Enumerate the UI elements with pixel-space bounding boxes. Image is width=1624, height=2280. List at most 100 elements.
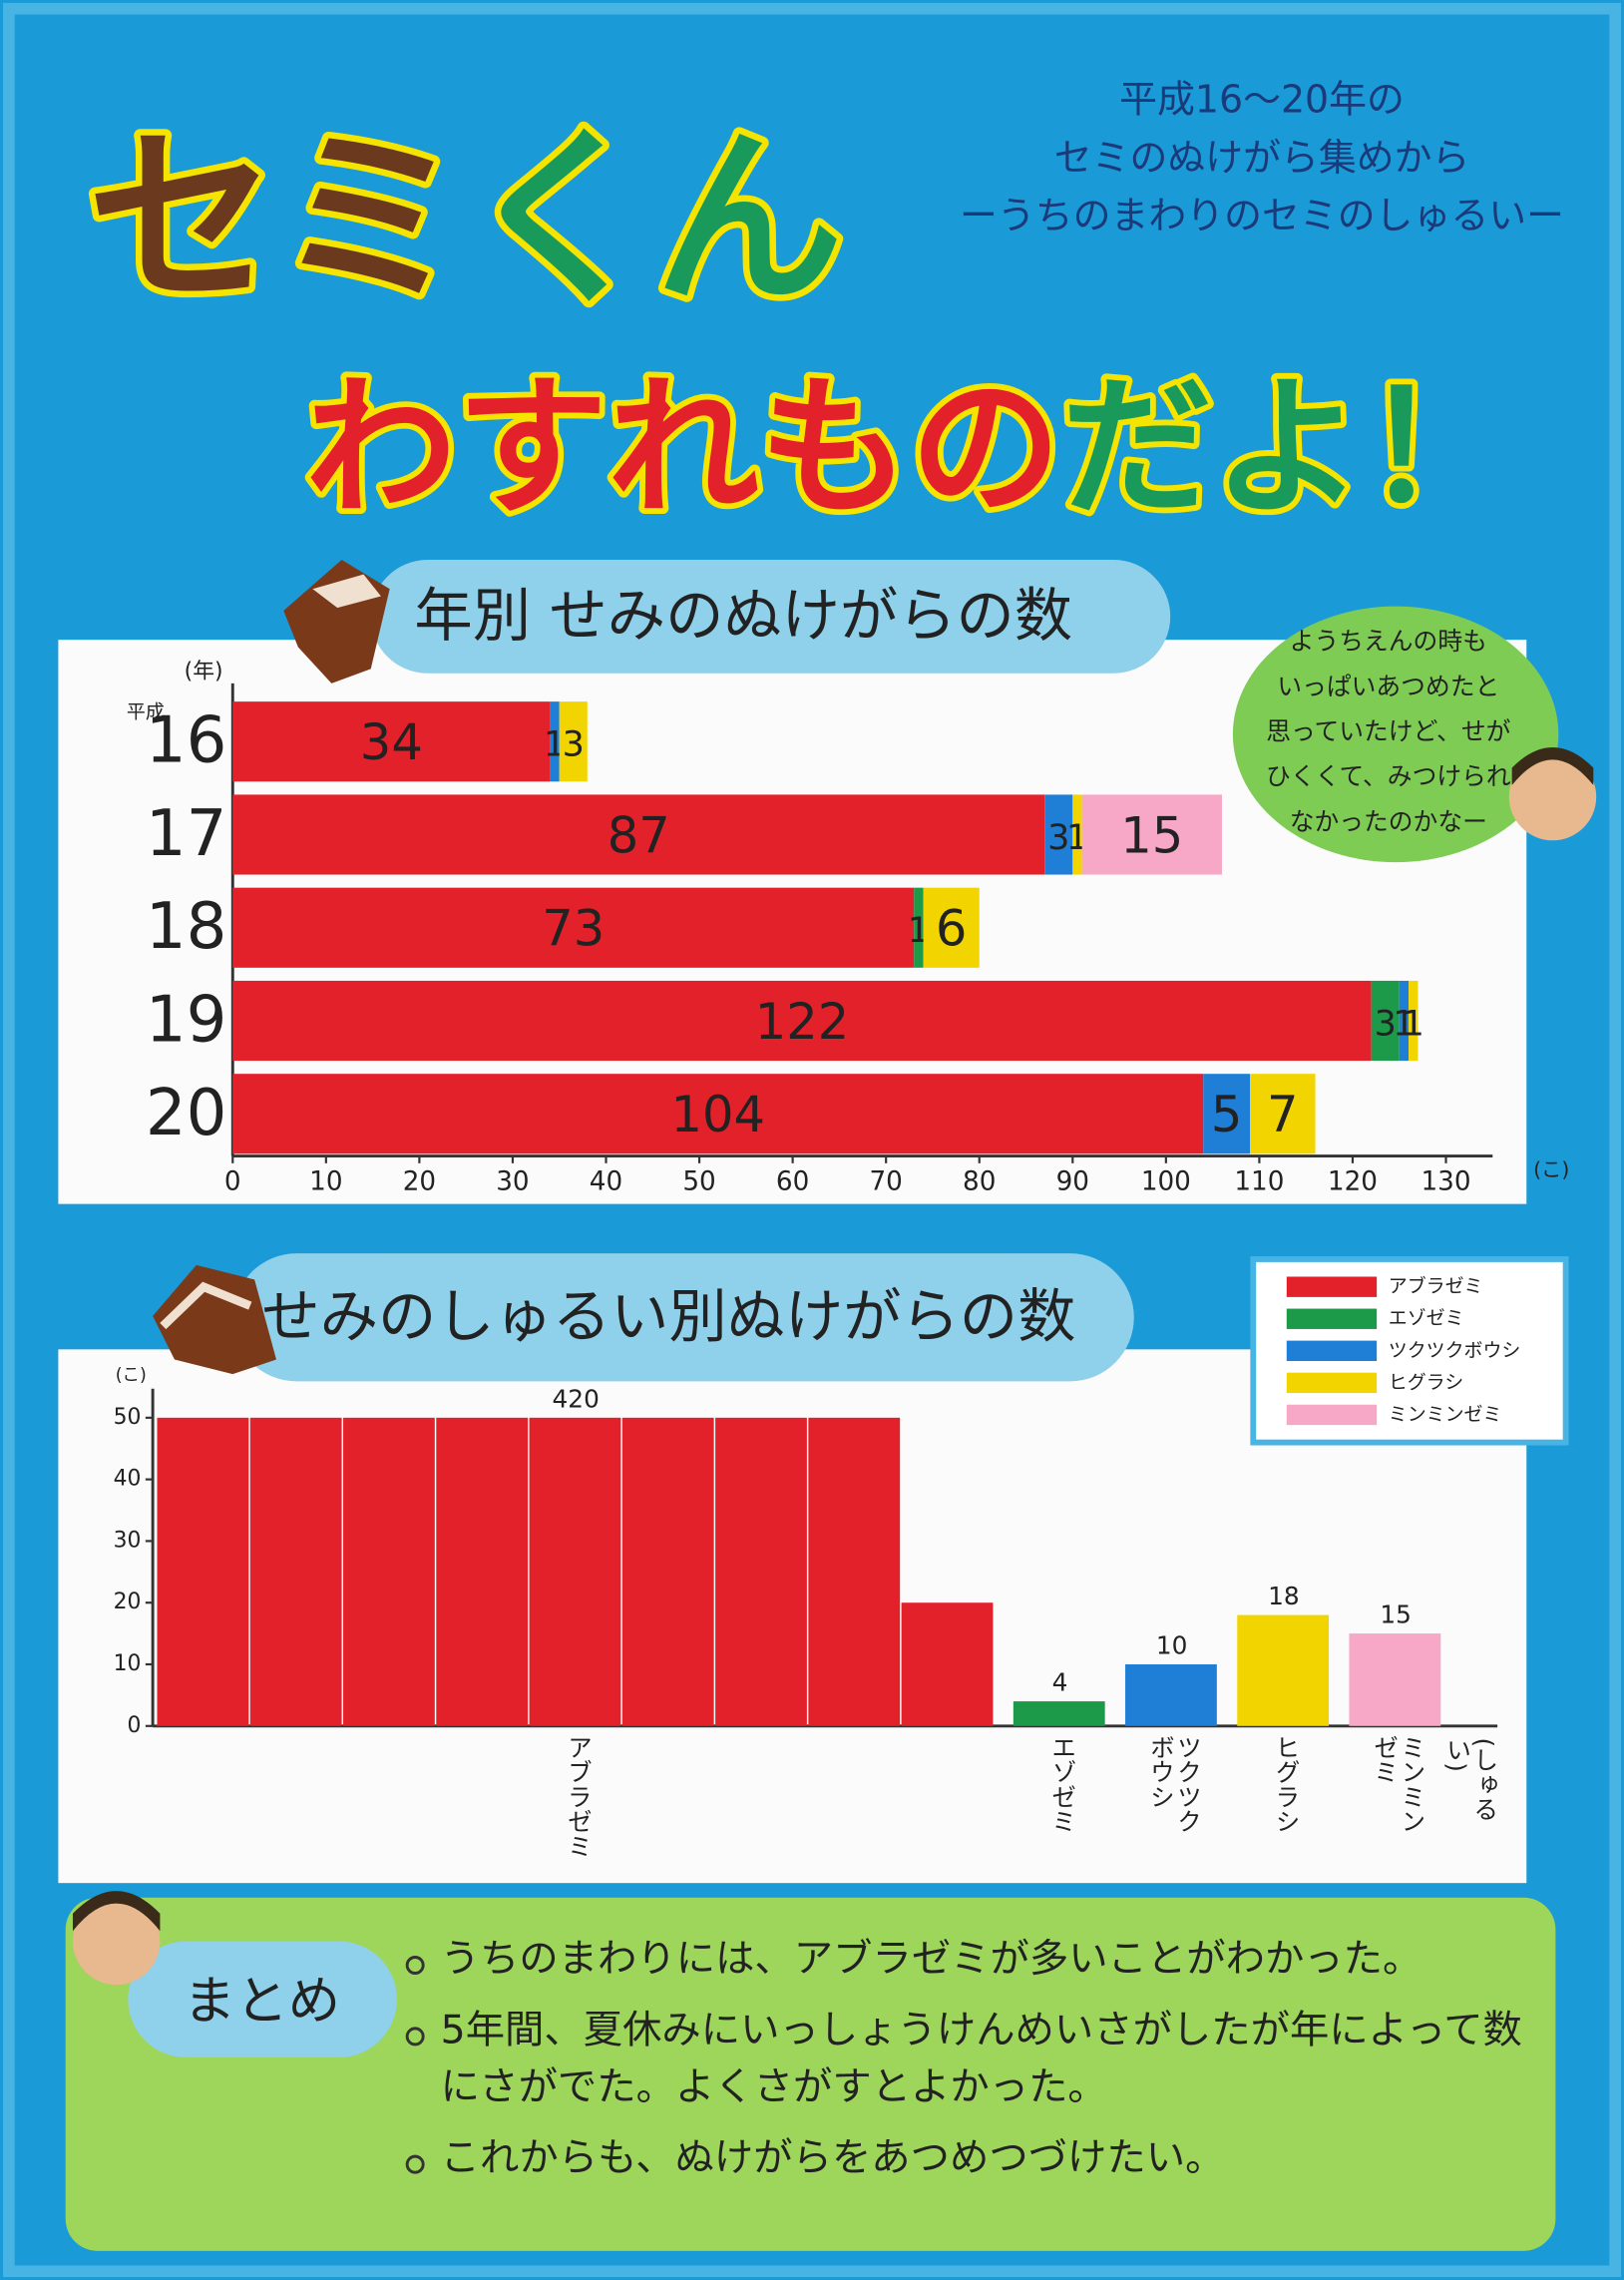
x-tick-label: 0	[224, 1166, 241, 1196]
x-tick-label: 100	[1141, 1166, 1191, 1196]
x-tick-label-box: ツクツク ボウシ	[1113, 1735, 1230, 1881]
bar-column	[157, 1417, 249, 1726]
value-label: 5	[1211, 1086, 1243, 1143]
bar-segment	[1409, 980, 1419, 1062]
legend-label: アブラゼミ	[1389, 1274, 1483, 1297]
summary-item: 5年間、夏休みにいっしょうけんめいさがしたが年によって数にさがでた。よくさがすと…	[405, 2003, 1548, 2116]
x-tick-label: 20	[403, 1166, 436, 1196]
heading-pill	[232, 1253, 1134, 1382]
x-tick-label-wrap: アブラゼミ	[518, 1735, 634, 1881]
summary-heading: まとめ	[184, 1971, 340, 2032]
x-tick-label: 120	[1328, 1166, 1378, 1196]
frame	[3, 2, 1621, 2278]
bar-column	[1349, 1633, 1441, 1726]
x-tick-label-wrap: ツクツク ボウシ	[1113, 1735, 1230, 1881]
value-label: 4	[1052, 1668, 1068, 1697]
title-part: くん	[465, 109, 843, 329]
bar	[1013, 1701, 1105, 1726]
value-label: 10	[1156, 1631, 1188, 1660]
subtitle-line: 平成16～20年の	[1119, 78, 1405, 122]
y-tick-label: 20	[114, 1590, 142, 1614]
x-tick-label: 70	[869, 1166, 902, 1196]
y-tick-label: 16	[146, 703, 227, 778]
subtitle-line: セミのぬけがら集めから	[1054, 136, 1470, 180]
bar-column	[1013, 1701, 1105, 1726]
value-label: 87	[608, 806, 670, 864]
bar-segment	[1399, 980, 1410, 1062]
value-label: 15	[1120, 806, 1183, 864]
bar-column	[249, 1417, 342, 1726]
hair	[72, 1891, 161, 1932]
x-tick-label: アブラゼミ	[562, 1734, 592, 1859]
x-tick-label: ツクツク ボウシ	[1143, 1734, 1201, 1834]
legend-label: ミンミンゼミ	[1389, 1403, 1502, 1425]
face	[1508, 752, 1597, 841]
bar-column	[343, 1417, 435, 1726]
value-label: 3	[1047, 818, 1069, 858]
x-tick-label-wrap: ヒグラシ	[1226, 1735, 1343, 1881]
y-tick-label: 18	[146, 889, 227, 964]
bar	[1237, 1614, 1330, 1726]
value-label: 18	[1268, 1582, 1300, 1610]
x-tick-label: 30	[496, 1166, 529, 1196]
bar-segment	[232, 1074, 1204, 1154]
title-line: セミくん	[88, 109, 844, 329]
value-label: 7	[1267, 1086, 1299, 1143]
speech-line: 思っていたけど、せが	[1266, 716, 1510, 745]
x-tick-label-box: エゾゼミ	[1002, 1735, 1118, 1881]
legend-swatch	[1286, 1308, 1378, 1329]
legend-label: エゾゼミ	[1389, 1307, 1464, 1329]
x-tick-label: 10	[309, 1166, 342, 1196]
speech-line: なかったのかなー	[1290, 807, 1487, 836]
bar-segment	[1081, 794, 1222, 875]
bar	[157, 1417, 994, 1726]
title-line: わすれものだよ！	[305, 359, 1514, 536]
x-tick-label-wrap: ミンミン ゼミ	[1338, 1735, 1454, 1881]
x-tick-label-box: ヒグラシ	[1226, 1735, 1343, 1881]
legend-swatch	[1286, 1276, 1378, 1297]
value-label: 3	[563, 725, 585, 765]
bar-segment	[1203, 1074, 1251, 1154]
bar-column	[808, 1417, 901, 1726]
bar-column	[436, 1417, 529, 1726]
chart-title: 年別 せみのぬけがらの数	[414, 582, 1072, 650]
bar	[1125, 1663, 1217, 1726]
title-part: わすれもの	[305, 359, 1061, 536]
y-axis-label: (こ)	[116, 1366, 147, 1386]
value-label: 104	[670, 1086, 765, 1143]
bar-segment	[923, 887, 980, 968]
x-tick-label: ミンミン ゼミ	[1368, 1734, 1424, 1834]
speech-line: ひくくて、みつけられ	[1266, 762, 1511, 791]
summary-item: うちのまわりには、アブラゼミが多いことがわかった。	[405, 1931, 1548, 1988]
x-tick-label-box: アブラゼミ	[518, 1735, 634, 1881]
value-label: 3	[1375, 1004, 1397, 1044]
value-label: 122	[755, 993, 850, 1051]
subtitle-line: ーうちのまわりのセミのしゅるいー	[960, 194, 1564, 237]
y-tick-label: 40	[114, 1467, 142, 1492]
x-tick-label-wrap: エゾゼミ	[1002, 1735, 1118, 1881]
y-tick-label: 50	[114, 1405, 142, 1430]
y-tick-label: 10	[114, 1651, 142, 1676]
x-tick-label: 110	[1234, 1166, 1284, 1196]
bar-segment	[232, 701, 551, 782]
bar-segment	[232, 980, 1372, 1062]
value-label: 420	[553, 1384, 600, 1413]
bar-segment	[1250, 1074, 1316, 1154]
value-label: 34	[360, 713, 423, 771]
bar-column	[1237, 1614, 1330, 1726]
x-tick-label-box: ミンミン ゼミ	[1338, 1735, 1454, 1881]
summary-list-box: うちのまわりには、アブラゼミが多いことがわかった。 5年間、夏休みにいっしょうけん…	[405, 1931, 1548, 2182]
bar-segment	[1371, 980, 1400, 1062]
value-label: 15	[1380, 1600, 1412, 1629]
x-tick-label: 50	[682, 1166, 715, 1196]
heading-pill	[370, 560, 1171, 674]
bar-column	[1125, 1663, 1217, 1726]
x-tick-label: 90	[1056, 1166, 1089, 1196]
bar-segment	[232, 887, 915, 968]
origami	[153, 1264, 276, 1375]
x-tick-label: 40	[590, 1166, 622, 1196]
bar-segment	[1072, 794, 1082, 875]
